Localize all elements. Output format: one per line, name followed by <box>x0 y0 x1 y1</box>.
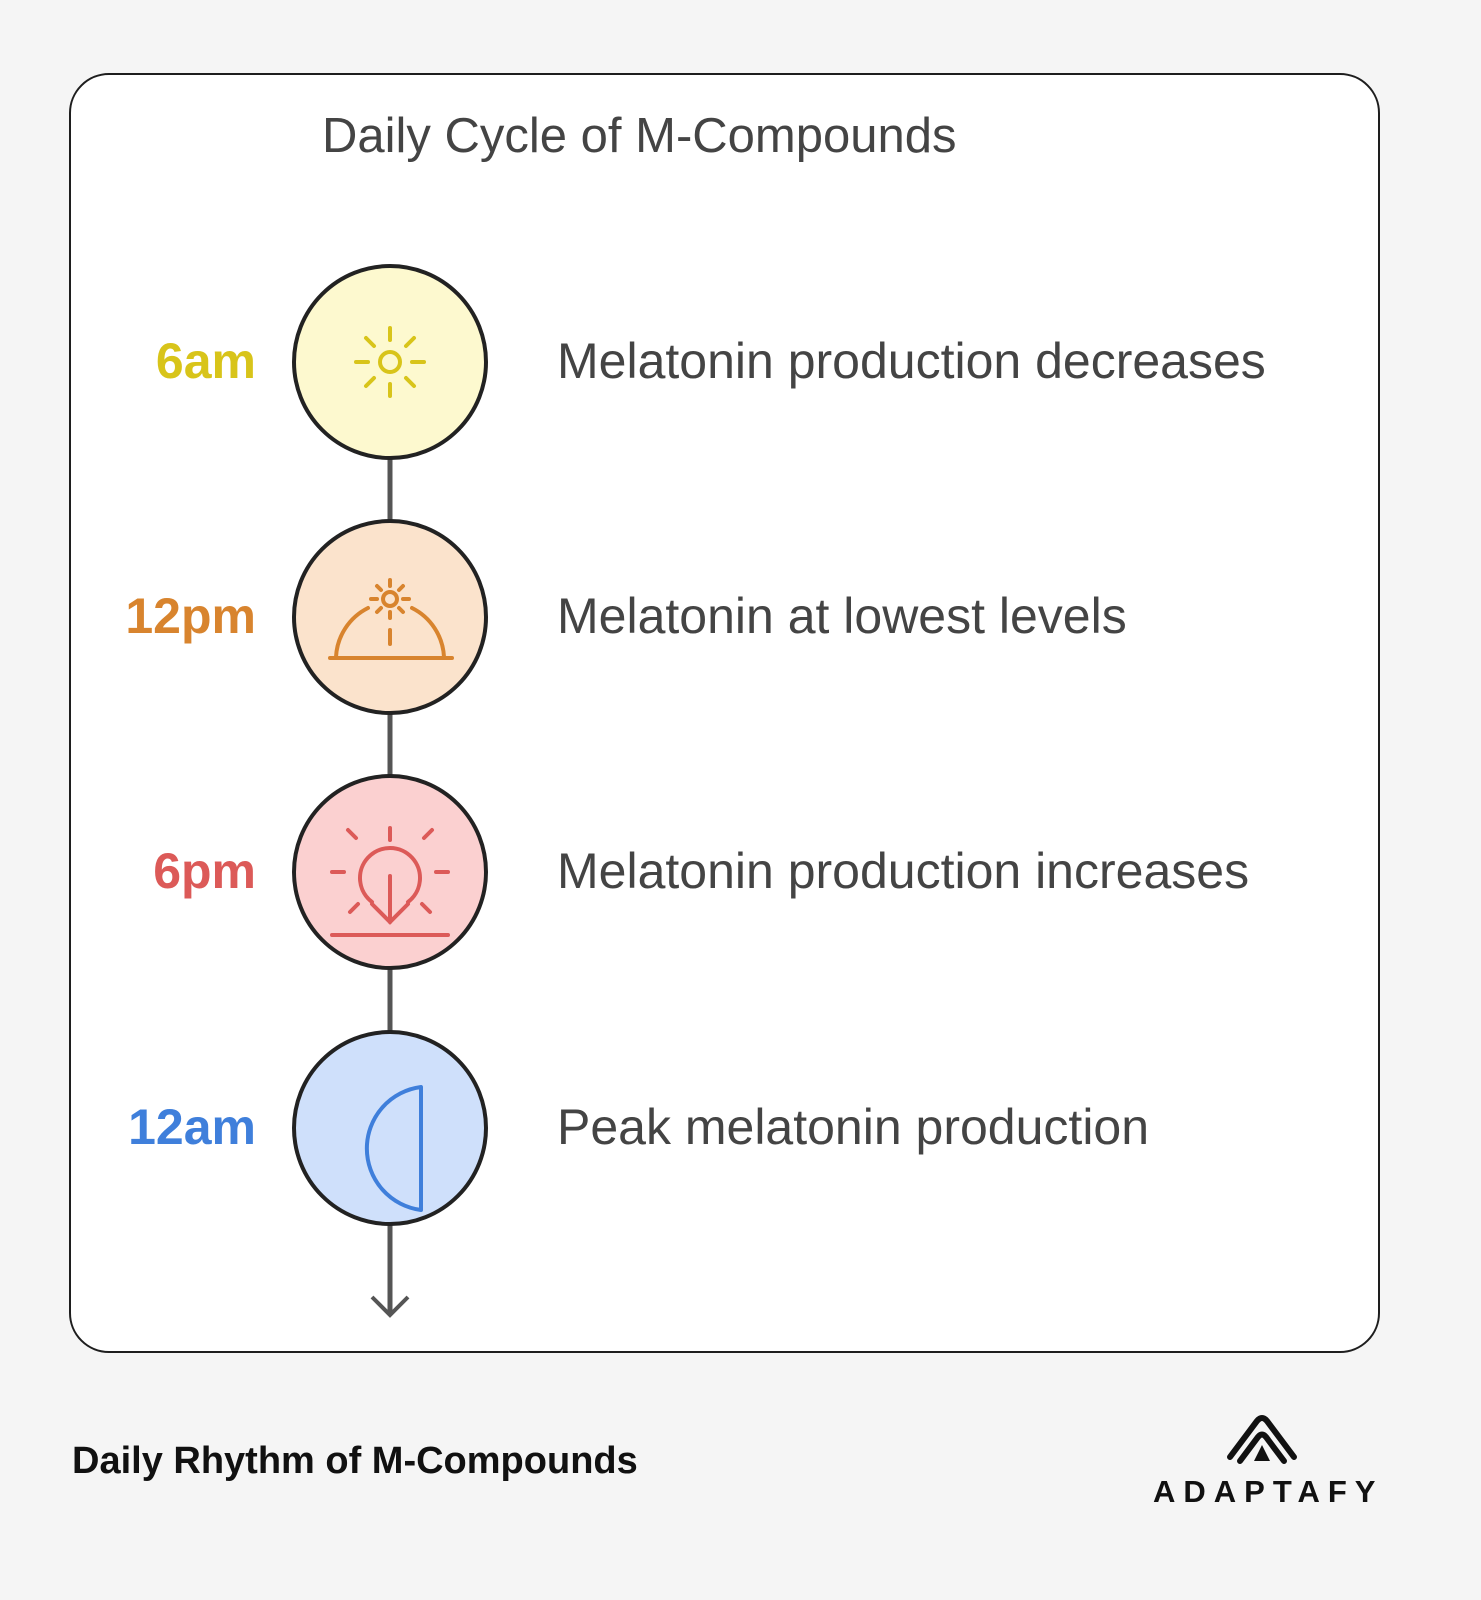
brand-name: ADAPTAFY <box>1153 1474 1384 1509</box>
step-time: 6am <box>155 333 256 389</box>
step-circle <box>292 1030 488 1226</box>
step-description: Peak melatonin production <box>557 1099 1150 1155</box>
step-time: 12pm <box>125 588 256 644</box>
step-description: Melatonin at lowest levels <box>557 588 1127 644</box>
step-circle <box>292 774 488 970</box>
step-description: Melatonin production decreases <box>557 333 1266 389</box>
sunset-icon <box>330 826 450 937</box>
connectors <box>370 458 410 1318</box>
step-circle <box>292 264 488 460</box>
adaptafy-logo <box>1227 1415 1297 1464</box>
step-description: Melatonin production increases <box>557 843 1250 899</box>
sun-dome-icon <box>328 578 454 660</box>
diagram-title: Daily Cycle of M-Compounds <box>322 109 957 163</box>
arrow-down-icon <box>370 1295 410 1318</box>
footer-caption: Daily Rhythm of M-Compounds <box>72 1440 638 1482</box>
diagram-card <box>69 73 1380 1353</box>
half-moon-icon <box>364 1085 423 1212</box>
sun-icon <box>354 326 426 398</box>
step-time: 6pm <box>153 843 256 899</box>
step-time: 12am <box>128 1099 256 1155</box>
